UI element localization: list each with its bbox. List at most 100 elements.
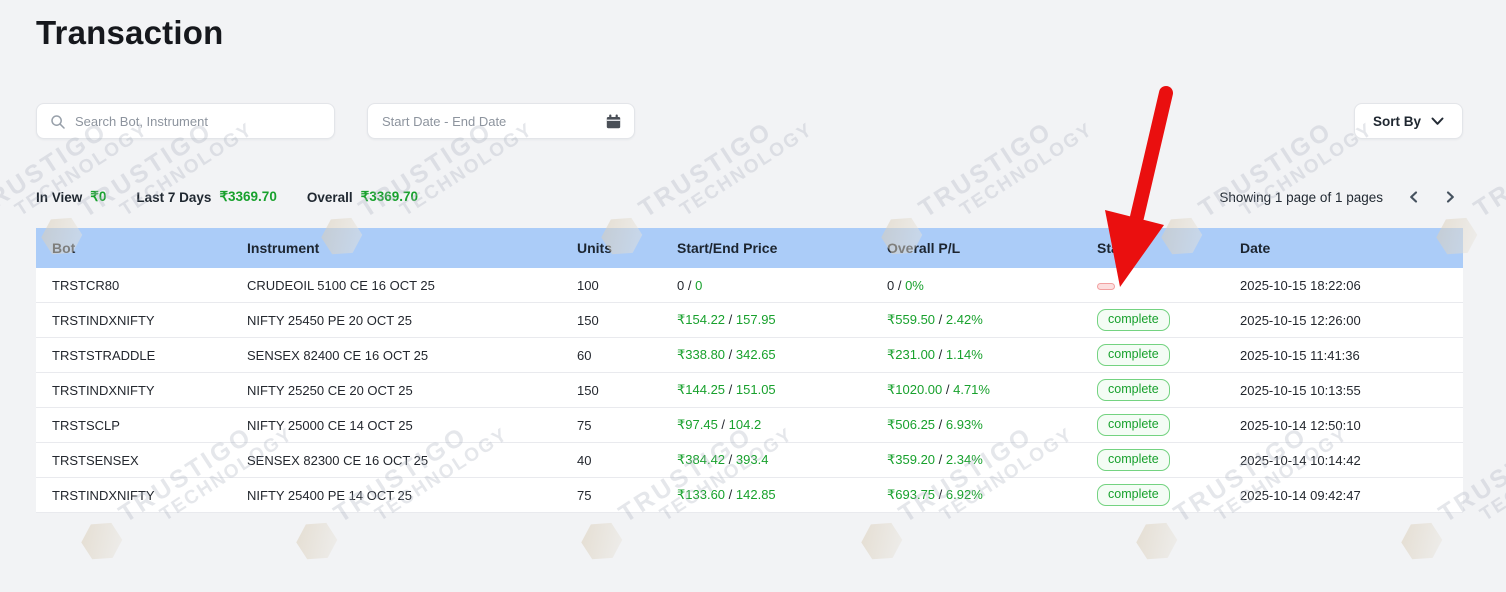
cell-instrument: NIFTY 25400 PE 14 OCT 25	[247, 487, 412, 503]
column-header-status: Status	[1097, 240, 1140, 256]
cell-status: complete	[1097, 449, 1240, 471]
cell-overall-pl: ₹506.25 / 6.93%	[887, 417, 983, 432]
cell-status: complete	[1097, 484, 1240, 506]
status-badge-complete: complete	[1097, 414, 1170, 436]
status-badge-complete: complete	[1097, 379, 1170, 401]
stat-label: In View	[36, 189, 83, 205]
status-badge-complete: complete	[1097, 449, 1170, 471]
cell-start-end-price: ₹133.60 / 142.85	[677, 487, 776, 502]
cell-start-end-price: ₹97.45 / 104.2	[677, 417, 762, 432]
cell-bot: TRSTINDXNIFTY	[52, 487, 155, 503]
watermark-logo-icon	[1394, 513, 1449, 568]
search-input[interactable]	[37, 104, 334, 138]
table-row: TRSTSENSEX SENSEX 82300 CE 16 OCT 25 40 …	[36, 443, 1463, 478]
summary-bar: In View ₹0 Last 7 Days ₹3369.70 Overall …	[36, 187, 1463, 207]
cell-overall-pl: ₹1020.00 / 4.71%	[887, 382, 990, 397]
column-header-date: Date	[1240, 240, 1271, 256]
watermark-logo-icon	[1129, 513, 1184, 568]
cell-instrument: SENSEX 82400 CE 16 OCT 25	[247, 347, 429, 363]
stat-last-7-days: Last 7 Days ₹3369.70	[136, 189, 276, 205]
cell-date: 2025-10-14 12:50:10	[1240, 417, 1361, 433]
cell-overall-pl: ₹231.00 / 1.14%	[887, 347, 983, 362]
cell-bot: TRSTINDXNIFTY	[52, 382, 155, 398]
cell-units: 40	[577, 452, 592, 468]
watermark-logo-icon	[289, 513, 344, 568]
cell-start-end-price: 0 / 0	[677, 277, 703, 293]
cell-units: 150	[577, 312, 599, 328]
cell-bot: TRSTCR80	[52, 277, 120, 293]
cell-date: 2025-10-15 12:26:00	[1240, 312, 1361, 328]
table-body: TRSTCR80 CRUDEOIL 5100 CE 16 OCT 25 100 …	[36, 268, 1463, 513]
pagination: Showing 1 page of 1 pages	[1219, 188, 1463, 206]
cell-bot: TRSTSCLP	[52, 417, 120, 433]
watermark-logo-icon	[854, 513, 909, 568]
cell-overall-pl: 0 / 0%	[887, 277, 924, 293]
status-badge-complete: complete	[1097, 484, 1170, 506]
table-row: TRSTSTRADDLE SENSEX 82400 CE 16 OCT 25 6…	[36, 338, 1463, 373]
transaction-page: Transaction S	[0, 10, 1506, 513]
table-row: TRSTINDXNIFTY NIFTY 25400 PE 14 OCT 25 7…	[36, 478, 1463, 513]
cell-bot: TRSTSTRADDLE	[52, 347, 156, 363]
stat-label: Last 7 Days	[136, 189, 212, 205]
cell-overall-pl: ₹559.50 / 2.42%	[887, 312, 983, 327]
cell-bot: TRSTSENSEX	[52, 452, 139, 468]
sort-by-label: Sort By	[1372, 113, 1421, 129]
cell-instrument: NIFTY 25000 CE 14 OCT 25	[247, 417, 413, 433]
cell-units: 60	[577, 347, 592, 363]
table-row: TRSTSCLP NIFTY 25000 CE 14 OCT 25 75 ₹97…	[36, 408, 1463, 443]
table-row: TRSTINDXNIFTY NIFTY 25450 PE 20 OCT 25 1…	[36, 303, 1463, 338]
column-header-overall-pl: Overall P/L	[887, 240, 961, 256]
cell-units: 150	[577, 382, 599, 398]
cell-status: complete	[1097, 379, 1240, 401]
date-range-box	[367, 103, 635, 139]
cell-status	[1097, 278, 1240, 293]
cell-start-end-price: ₹144.25 / 151.05	[677, 382, 776, 397]
sort-by-button[interactable]: Sort By	[1353, 103, 1463, 139]
date-range-input[interactable]	[368, 104, 634, 138]
column-header-bot: Bot	[52, 240, 76, 256]
cell-date: 2025-10-15 10:13:55	[1240, 382, 1361, 398]
page-title: Transaction	[36, 14, 224, 51]
cell-start-end-price: ₹384.42 / 393.4	[677, 452, 769, 467]
search-icon	[50, 114, 66, 135]
cell-date: 2025-10-14 10:14:42	[1240, 452, 1361, 468]
stat-label: Overall	[306, 189, 353, 205]
cell-units: 100	[577, 277, 599, 293]
cell-date: 2025-10-15 18:22:06	[1240, 277, 1361, 293]
cell-bot: TRSTINDXNIFTY	[52, 312, 155, 328]
chevron-down-icon	[1431, 114, 1444, 129]
column-header-start-end-price: Start/End Price	[677, 240, 778, 256]
cell-instrument: SENSEX 82300 CE 16 OCT 25	[247, 452, 429, 468]
cell-start-end-price: ₹154.22 / 157.95	[677, 312, 776, 327]
cell-date: 2025-10-15 11:41:36	[1240, 347, 1360, 363]
status-badge-complete: complete	[1097, 309, 1170, 331]
table-header: Bot Instrument Units Start/End Price Ove…	[36, 228, 1463, 268]
column-header-units: Units	[577, 240, 612, 256]
search-box	[36, 103, 335, 139]
cell-instrument: NIFTY 25450 PE 20 OCT 25	[247, 312, 412, 328]
cell-status: complete	[1097, 344, 1240, 366]
calendar-icon[interactable]	[606, 114, 621, 134]
cell-overall-pl: ₹693.75 / 6.92%	[887, 487, 983, 502]
transactions-table: Bot Instrument Units Start/End Price Ove…	[36, 228, 1463, 513]
toolbar: Sort By	[36, 103, 1463, 139]
cell-units: 75	[577, 417, 592, 433]
stat-value: ₹3369.70	[219, 189, 277, 204]
table-row: TRSTCR80 CRUDEOIL 5100 CE 16 OCT 25 100 …	[36, 268, 1463, 303]
stat-overall: Overall ₹3369.70	[307, 189, 418, 205]
column-header-instrument: Instrument	[247, 240, 320, 256]
status-badge-complete: complete	[1097, 344, 1170, 366]
stat-in-view: In View ₹0	[36, 189, 106, 205]
cell-date: 2025-10-14 09:42:47	[1240, 487, 1361, 503]
table-row: TRSTINDXNIFTY NIFTY 25250 CE 20 OCT 25 1…	[36, 373, 1463, 408]
cell-overall-pl: ₹359.20 / 2.34%	[887, 452, 983, 467]
cell-instrument: NIFTY 25250 CE 20 OCT 25	[247, 382, 413, 398]
cell-start-end-price: ₹338.80 / 342.65	[677, 347, 776, 362]
cell-instrument: CRUDEOIL 5100 CE 16 OCT 25	[247, 277, 435, 293]
stat-value: ₹3369.70	[360, 189, 418, 204]
pagination-prev-button[interactable]	[1401, 188, 1427, 206]
page-info: Showing 1 page of 1 pages	[1219, 189, 1383, 205]
pagination-next-button[interactable]	[1437, 188, 1463, 206]
cell-status: complete	[1097, 414, 1240, 436]
watermark-logo-icon	[74, 513, 129, 568]
